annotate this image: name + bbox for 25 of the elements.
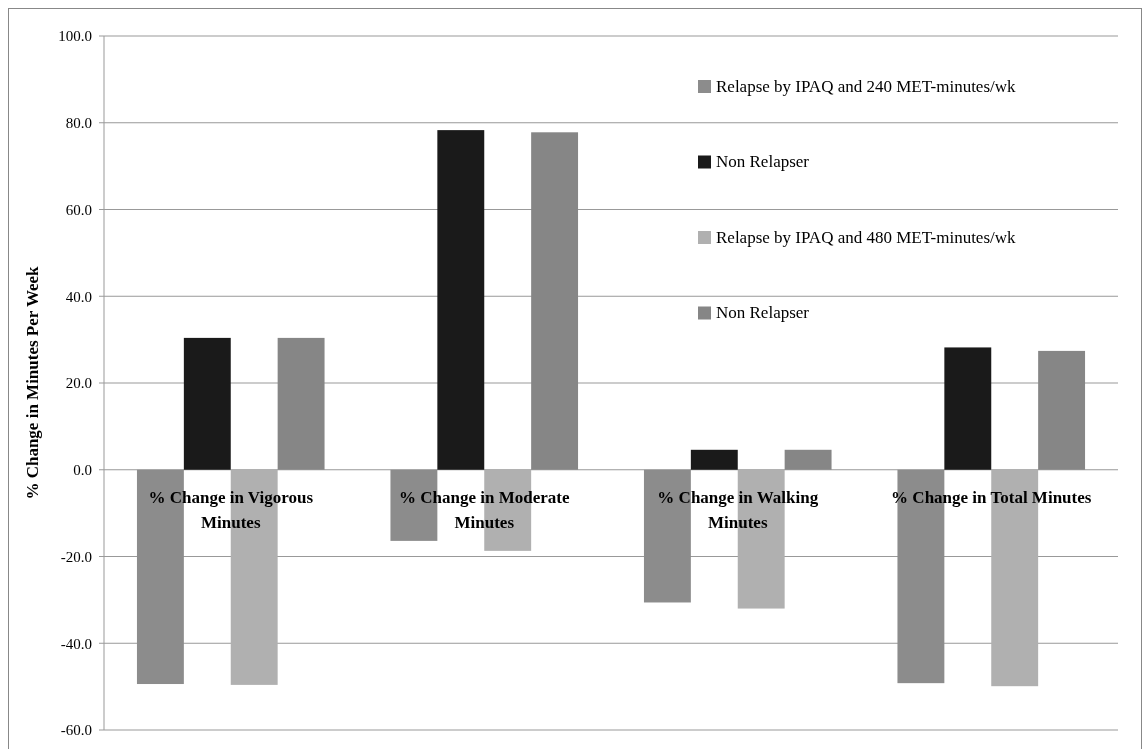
y-tick-label: 40.0 <box>65 288 92 305</box>
bar <box>690 449 738 470</box>
bar <box>183 337 231 470</box>
x-tick-label: % Change in Walking Minutes <box>657 487 819 532</box>
x-tick-label: % Change in Vigorous Minutes <box>148 487 314 532</box>
y-tick-label: 0.0 <box>73 462 92 478</box>
y-tick-label: -20.0 <box>60 548 92 565</box>
y-tick-label: 80.0 <box>65 115 92 131</box>
y-tick-label: -40.0 <box>60 635 92 652</box>
bar <box>1038 350 1086 470</box>
legend-label: Non Relapser <box>716 303 810 323</box>
y-tick-label: 20.0 <box>65 375 92 392</box>
bar <box>944 347 992 470</box>
y-tick-label: -60.0 <box>60 722 92 739</box>
y-tick-label: 60.0 <box>65 201 92 218</box>
y-tick-label: 100.0 <box>58 28 92 45</box>
y-axis-title: % Change in Minutes Per Week <box>23 265 42 500</box>
bar <box>277 337 325 470</box>
legend-label: Relapse by IPAQ and 240 MET-minutes/wk <box>716 76 1017 96</box>
legend-label: Relapse by IPAQ and 480 MET-minutes/wk <box>716 227 1017 247</box>
legend-label: Non Relapser <box>716 152 810 172</box>
bar <box>784 449 832 470</box>
bar <box>437 130 485 470</box>
x-tick-label: % Change in Moderate Minutes <box>399 487 570 532</box>
bar <box>531 132 579 470</box>
